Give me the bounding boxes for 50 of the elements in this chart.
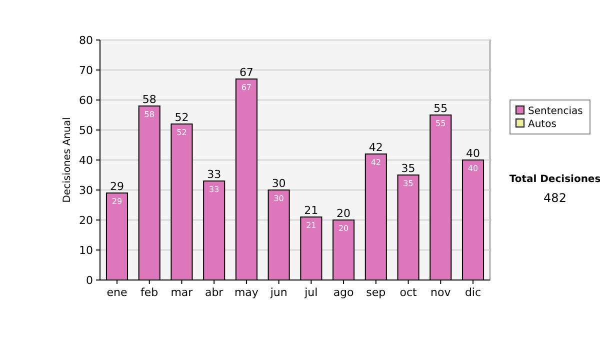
x-tick-label: abr	[204, 286, 224, 299]
y-tick-label: 20	[79, 214, 93, 227]
annotation: 40	[468, 164, 478, 173]
data-label: 35	[401, 162, 416, 175]
x-tick-label: may	[234, 286, 259, 299]
x-tick-label: dic	[464, 286, 482, 299]
y-tick-label: 80	[79, 34, 93, 47]
data-label: 42	[368, 141, 383, 154]
x-tick-label: jun	[269, 286, 288, 299]
y-tick-label: 60	[79, 94, 93, 107]
annotation: 29	[112, 197, 122, 206]
annotation: 35	[403, 179, 414, 188]
data-label: 20	[336, 207, 351, 220]
data-label: 30	[272, 177, 286, 190]
x-tick-label: jul	[304, 286, 318, 299]
annotation: 33	[208, 185, 220, 194]
data-label: 40	[466, 147, 480, 160]
y-tick-label: 30	[79, 184, 93, 197]
legend-label: Autos	[528, 119, 556, 130]
data-label: 33	[207, 168, 222, 181]
data-label: 58	[142, 93, 156, 106]
annotation: 20	[338, 224, 349, 233]
x-tick-label: nov	[430, 286, 452, 299]
y-tick-label: 40	[79, 154, 93, 167]
annotation: 55	[436, 119, 446, 128]
annotation: 30	[274, 194, 284, 203]
y-tick-label: 10	[79, 244, 93, 257]
x-tick-label: mar	[170, 286, 194, 299]
annotation: 52	[176, 128, 187, 137]
annotation: 58	[144, 110, 154, 119]
annotation: 21	[306, 221, 316, 230]
x-tick-label: oct	[400, 286, 418, 299]
data-label: 67	[239, 66, 254, 79]
y-axis-title: Decisiones Anual	[62, 117, 73, 203]
x-tick-label: feb	[140, 286, 158, 299]
text: 482	[544, 191, 566, 205]
y-tick-label: 0	[86, 274, 93, 287]
data-label: 21	[304, 204, 318, 217]
annotation: 67	[241, 83, 252, 92]
y-tick-label: 50	[79, 124, 93, 137]
data-label: 29	[110, 180, 124, 193]
x-tick-label: ene	[106, 286, 128, 299]
y-tick-label: 70	[79, 64, 93, 77]
x-tick-label: ago	[333, 286, 354, 299]
data-label: 55	[434, 102, 448, 115]
x-tick-label: sep	[366, 286, 386, 299]
data-label: 52	[174, 111, 189, 124]
text: Total Decisiones	[509, 174, 600, 185]
annotation: 42	[370, 158, 382, 167]
legend-label: Sentencias	[528, 106, 583, 117]
